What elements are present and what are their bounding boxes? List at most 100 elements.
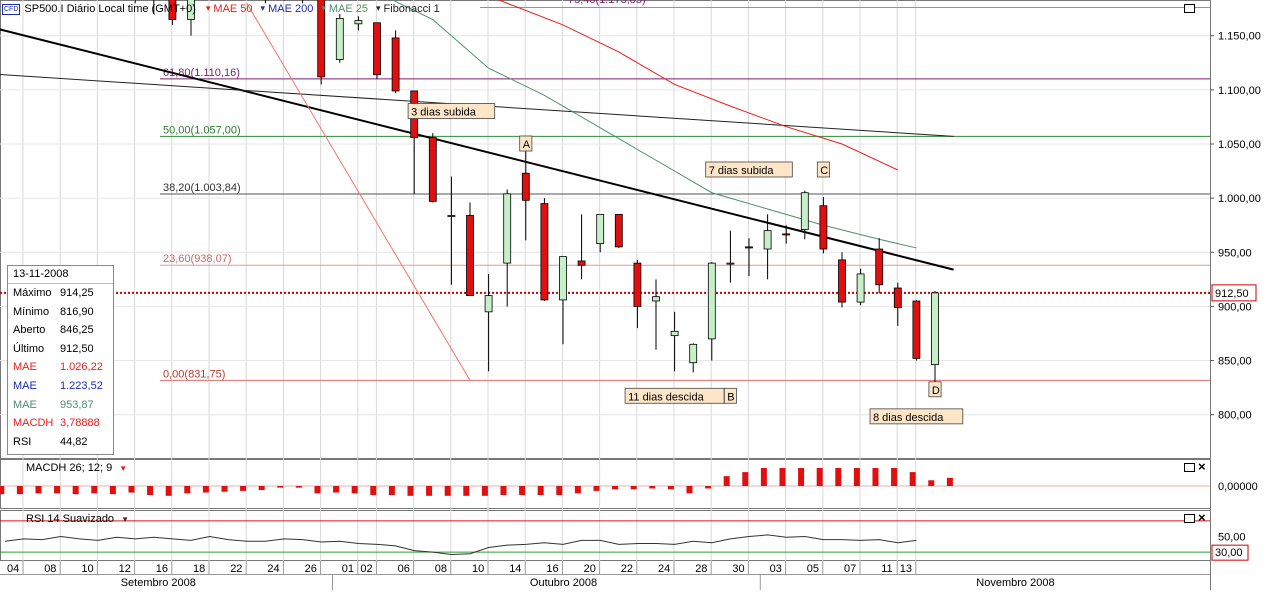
rsi-close-icon[interactable]: × bbox=[1198, 510, 1206, 525]
candle bbox=[670, 311, 679, 372]
macd-bar bbox=[537, 486, 544, 495]
macd-bar bbox=[0, 486, 5, 495]
macd-bar bbox=[128, 486, 135, 493]
macd-bar bbox=[946, 477, 953, 486]
annotation-box bbox=[723, 387, 737, 404]
candle bbox=[763, 214, 772, 280]
annotation-text: 3 dias subida bbox=[411, 107, 477, 119]
x-tick-label: 22 bbox=[230, 563, 242, 575]
x-tick-label: 13 bbox=[900, 563, 912, 575]
month-label: Novembro 2008 bbox=[976, 577, 1054, 589]
x-tick-label: 30 bbox=[732, 563, 744, 575]
info-row: MACDH 3,78888 bbox=[8, 414, 113, 433]
maximize-button[interactable] bbox=[1184, 4, 1195, 13]
info-value: 912,50 bbox=[60, 342, 94, 355]
chevron-down-icon[interactable]: ▾ bbox=[321, 3, 326, 13]
chevron-down-icon[interactable]: ▼ bbox=[121, 515, 130, 524]
macd-bar bbox=[891, 468, 898, 486]
rsi-title-text: RSI 14 Suavizado bbox=[26, 513, 115, 525]
rsi-title[interactable]: RSI 14 Suavizado ▼ bbox=[26, 513, 129, 525]
chart-title[interactable]: SP500.I Diário Local time (GMT+0) bbox=[24, 3, 196, 15]
macd-bar bbox=[165, 486, 172, 496]
chevron-down-icon[interactable]: ▾ bbox=[376, 3, 381, 13]
annotation-text: A bbox=[523, 139, 531, 151]
macd-maximize-button[interactable] bbox=[1184, 463, 1195, 472]
rsi-axis-label: 50,00 bbox=[1218, 532, 1246, 544]
macd-bar bbox=[258, 486, 265, 491]
candle bbox=[745, 238, 753, 277]
x-tick-label: 10 bbox=[472, 563, 484, 575]
macd-bar bbox=[407, 486, 414, 496]
fibonacci-levels: 61,80(1.110,16)50,00(1.057,00)38,20(1.00… bbox=[160, 0, 1210, 381]
macd-bar bbox=[481, 486, 488, 496]
candle-body bbox=[707, 262, 716, 340]
candle bbox=[153, 0, 155, 15]
rsi-maximize-button[interactable] bbox=[1184, 514, 1195, 523]
macd-close-icon[interactable]: × bbox=[1198, 459, 1206, 474]
fib-level-label: 50,00(1.057,00) bbox=[163, 124, 241, 136]
candle-body bbox=[540, 203, 549, 301]
candle bbox=[335, 14, 344, 63]
macd-axis-label: 0,00000 bbox=[1218, 481, 1258, 493]
annotation-box bbox=[519, 135, 533, 152]
macd-bar bbox=[91, 486, 98, 494]
candle-body bbox=[633, 262, 642, 307]
info-label: Aberto bbox=[13, 324, 46, 337]
cfd-badge: CFD bbox=[2, 3, 21, 15]
indicator-item[interactable]: ▾ MAE 50 bbox=[206, 3, 253, 15]
candle bbox=[559, 256, 567, 345]
macd-bar bbox=[351, 486, 358, 494]
annotation-text: B bbox=[727, 391, 734, 403]
macd-bar bbox=[463, 486, 470, 496]
indicator-item[interactable]: ▾ MAE 25 bbox=[321, 3, 368, 15]
candle-body bbox=[559, 256, 567, 301]
indicator-item[interactable]: ▾ MAE 200 bbox=[261, 3, 314, 15]
annotation-text: 11 dias descida bbox=[628, 391, 705, 403]
axes: 1.150,00 1.100,00 1.050,00 1.000,00 950,00 90… bbox=[1210, 31, 1261, 422]
info-rows: Máximo 914,25 Mínimo 816,90 Aberto 846,25 Últi… bbox=[8, 284, 113, 451]
macd-title[interactable]: MACDH 26; 12; 9 ▼ bbox=[26, 462, 127, 474]
trendline-fib-base bbox=[246, 2, 471, 381]
indicator-label: MAE 25 bbox=[328, 3, 368, 15]
candle bbox=[652, 279, 660, 350]
annotation-text: C bbox=[820, 165, 828, 177]
grid bbox=[0, 0, 1211, 590]
candle bbox=[354, 16, 363, 31]
candle bbox=[633, 259, 642, 329]
chart-header: CFD SP500.I Diário Local time (GMT+0) ▾ M… bbox=[2, 3, 440, 15]
x-tick-label: 24 bbox=[267, 563, 279, 575]
macd-bar bbox=[835, 468, 842, 486]
info-label: Máximo bbox=[13, 287, 52, 299]
x-tick-label: 02 bbox=[360, 563, 372, 575]
macd-bar bbox=[314, 486, 321, 494]
annotation-box bbox=[816, 161, 830, 178]
candle-body bbox=[800, 192, 809, 230]
candle bbox=[596, 213, 605, 253]
candle-body bbox=[317, 0, 326, 78]
chevron-down-icon[interactable]: ▼ bbox=[119, 464, 128, 473]
info-row: Mínimo 816,90 bbox=[8, 303, 113, 322]
info-row: MAE 953,87 bbox=[8, 396, 113, 415]
macd-bar bbox=[370, 486, 377, 495]
macd-bar bbox=[426, 486, 433, 496]
x-tick-label: 16 bbox=[546, 563, 558, 575]
candle-body bbox=[726, 262, 735, 265]
macd-bar bbox=[779, 468, 786, 486]
annotation-text: D bbox=[932, 385, 940, 397]
candle bbox=[168, 0, 177, 25]
candle bbox=[428, 133, 437, 203]
candle-body bbox=[354, 20, 363, 25]
candle bbox=[447, 176, 456, 285]
chevron-down-icon[interactable]: ▾ bbox=[205, 3, 211, 13]
candle-body bbox=[503, 193, 512, 264]
indicator-item[interactable]: ▾ Fibonacci 1 bbox=[376, 3, 440, 15]
x-tick-label: 26 bbox=[305, 563, 317, 575]
x-tick-label: 08 bbox=[44, 563, 56, 575]
x-tick-label: 20 bbox=[584, 563, 596, 575]
info-value: 953,87 bbox=[60, 398, 94, 411]
chevron-down-icon[interactable]: ▾ bbox=[260, 3, 266, 13]
macd-bar bbox=[202, 486, 209, 493]
annotation: B bbox=[723, 387, 737, 404]
